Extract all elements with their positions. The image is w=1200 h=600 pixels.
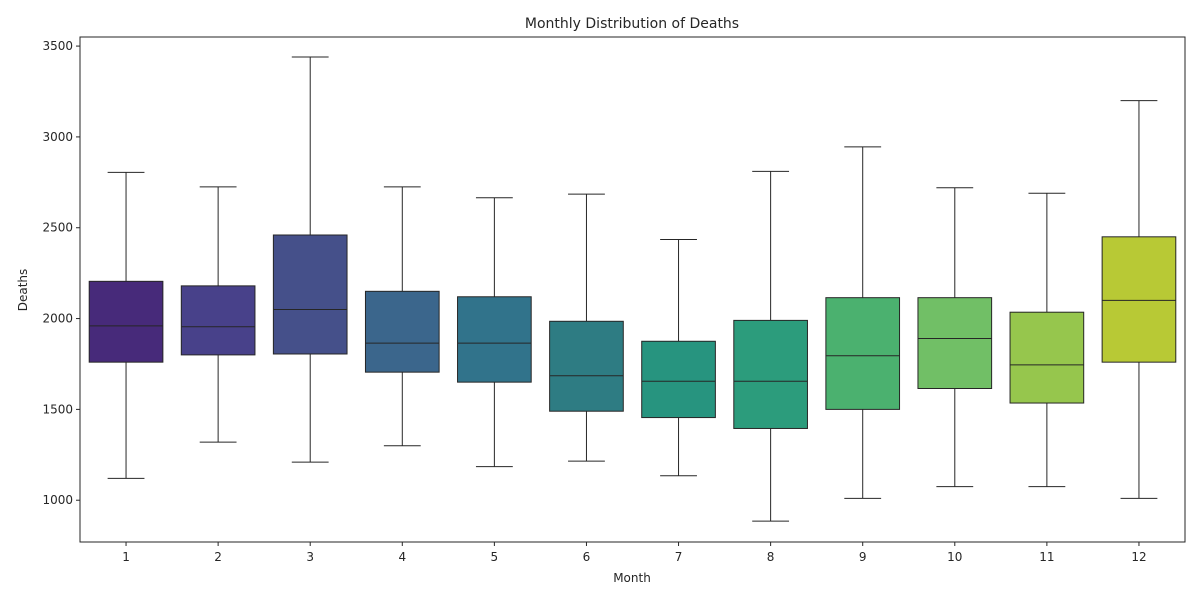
x-tick-label: 9 bbox=[859, 550, 867, 564]
x-tick-label: 3 bbox=[306, 550, 314, 564]
iqr-box bbox=[457, 296, 532, 383]
x-tick-label: 1 bbox=[122, 550, 130, 564]
iqr-box bbox=[272, 234, 348, 355]
x-tick-label: 2 bbox=[214, 550, 222, 564]
y-tick-label: 1000 bbox=[42, 493, 73, 507]
y-tick-label: 1500 bbox=[42, 402, 73, 416]
box-month-3 bbox=[272, 56, 348, 463]
iqr-box bbox=[180, 285, 256, 356]
box-month-9 bbox=[825, 146, 901, 499]
x-tick-label: 4 bbox=[398, 550, 406, 564]
x-tick-label: 6 bbox=[583, 550, 591, 564]
y-tick-label: 2000 bbox=[42, 312, 73, 326]
box-month-2 bbox=[180, 186, 256, 443]
box-month-11 bbox=[1009, 192, 1085, 488]
box-month-4 bbox=[364, 186, 440, 447]
box-month-10 bbox=[917, 187, 993, 488]
iqr-box bbox=[917, 297, 993, 390]
plot-frame bbox=[79, 36, 1186, 543]
iqr-box bbox=[1101, 236, 1177, 363]
y-axis: 1000 1500 2000 2500 3000 3500 bbox=[42, 39, 80, 507]
x-tick-label: 5 bbox=[491, 550, 499, 564]
box-month-7 bbox=[641, 239, 716, 477]
x-tick-label: 10 bbox=[947, 550, 962, 564]
y-tick-label: 3500 bbox=[42, 39, 73, 53]
iqr-box bbox=[88, 280, 164, 363]
iqr-box bbox=[1009, 311, 1085, 404]
y-axis-title: Deaths bbox=[16, 269, 30, 312]
y-tick-label: 2500 bbox=[42, 221, 73, 235]
x-tick-label: 12 bbox=[1131, 550, 1146, 564]
box-month-6 bbox=[549, 193, 624, 462]
x-axis-title: Month bbox=[613, 571, 651, 585]
box-month-12 bbox=[1101, 100, 1177, 499]
iqr-box bbox=[641, 340, 716, 419]
x-tick-label: 7 bbox=[675, 550, 683, 564]
iqr-box bbox=[364, 290, 440, 373]
y-tick-label: 3000 bbox=[42, 130, 73, 144]
iqr-box bbox=[825, 297, 901, 410]
iqr-box bbox=[733, 319, 808, 429]
box-month-5 bbox=[457, 197, 532, 468]
chart-title: Monthly Distribution of Deaths bbox=[525, 16, 739, 32]
iqr-box bbox=[549, 320, 624, 412]
boxes-group bbox=[88, 56, 1177, 522]
x-tick-label: 8 bbox=[767, 550, 775, 564]
x-axis: 1 2 3 4 5 6 7 8 9 10 11 12 bbox=[122, 542, 1147, 564]
box-month-1 bbox=[88, 171, 164, 479]
box-month-8 bbox=[733, 170, 808, 522]
x-tick-label: 11 bbox=[1039, 550, 1054, 564]
